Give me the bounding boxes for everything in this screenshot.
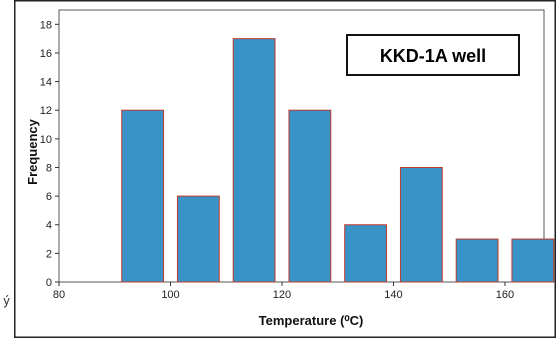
y-tick-label: 6 <box>46 191 52 203</box>
x-tick-label: 120 <box>273 289 291 301</box>
histogram-bar <box>121 109 165 283</box>
y-tick-label: 18 <box>40 19 52 31</box>
x-axis-title: Temperature (⁰C) <box>259 313 364 328</box>
stray-glyph: ý <box>3 294 11 308</box>
x-tick-label: 100 <box>161 289 179 301</box>
bars-group <box>121 38 555 283</box>
chart-frame: 0 2 4 6 8 10 12 14 16 18 80 100 120 140 160 Frequency… <box>14 0 556 338</box>
y-tick-label: 8 <box>46 162 52 174</box>
histogram-bar <box>344 224 388 283</box>
x-tick-label: 140 <box>384 289 402 301</box>
y-axis-ticks: 0 2 4 6 8 10 12 14 16 18 <box>40 19 59 289</box>
well-label: KKD-1A well <box>380 46 486 66</box>
y-tick-label: 10 <box>40 134 52 146</box>
well-label-box: KKD-1A well <box>346 34 520 76</box>
histogram-bar <box>455 238 499 283</box>
y-tick-label: 16 <box>40 48 52 60</box>
histogram-bar <box>176 195 220 283</box>
histogram-bar <box>399 166 443 283</box>
histogram-bar <box>232 38 276 283</box>
histogram-bar <box>288 109 332 283</box>
x-axis-ticks: 80 100 120 140 160 <box>53 282 514 301</box>
histogram-bar <box>511 238 555 283</box>
y-tick-label: 2 <box>46 248 52 260</box>
y-tick-label: 12 <box>40 105 52 117</box>
x-tick-label: 80 <box>53 289 65 301</box>
y-tick-label: 14 <box>40 77 52 89</box>
x-tick-label: 160 <box>496 289 514 301</box>
y-tick-label: 0 <box>46 277 52 289</box>
y-tick-label: 4 <box>46 220 52 232</box>
histogram-chart: 0 2 4 6 8 10 12 14 16 18 80 100 120 140 160 Frequency… <box>14 0 556 338</box>
y-axis-title: Frequency <box>25 118 40 185</box>
